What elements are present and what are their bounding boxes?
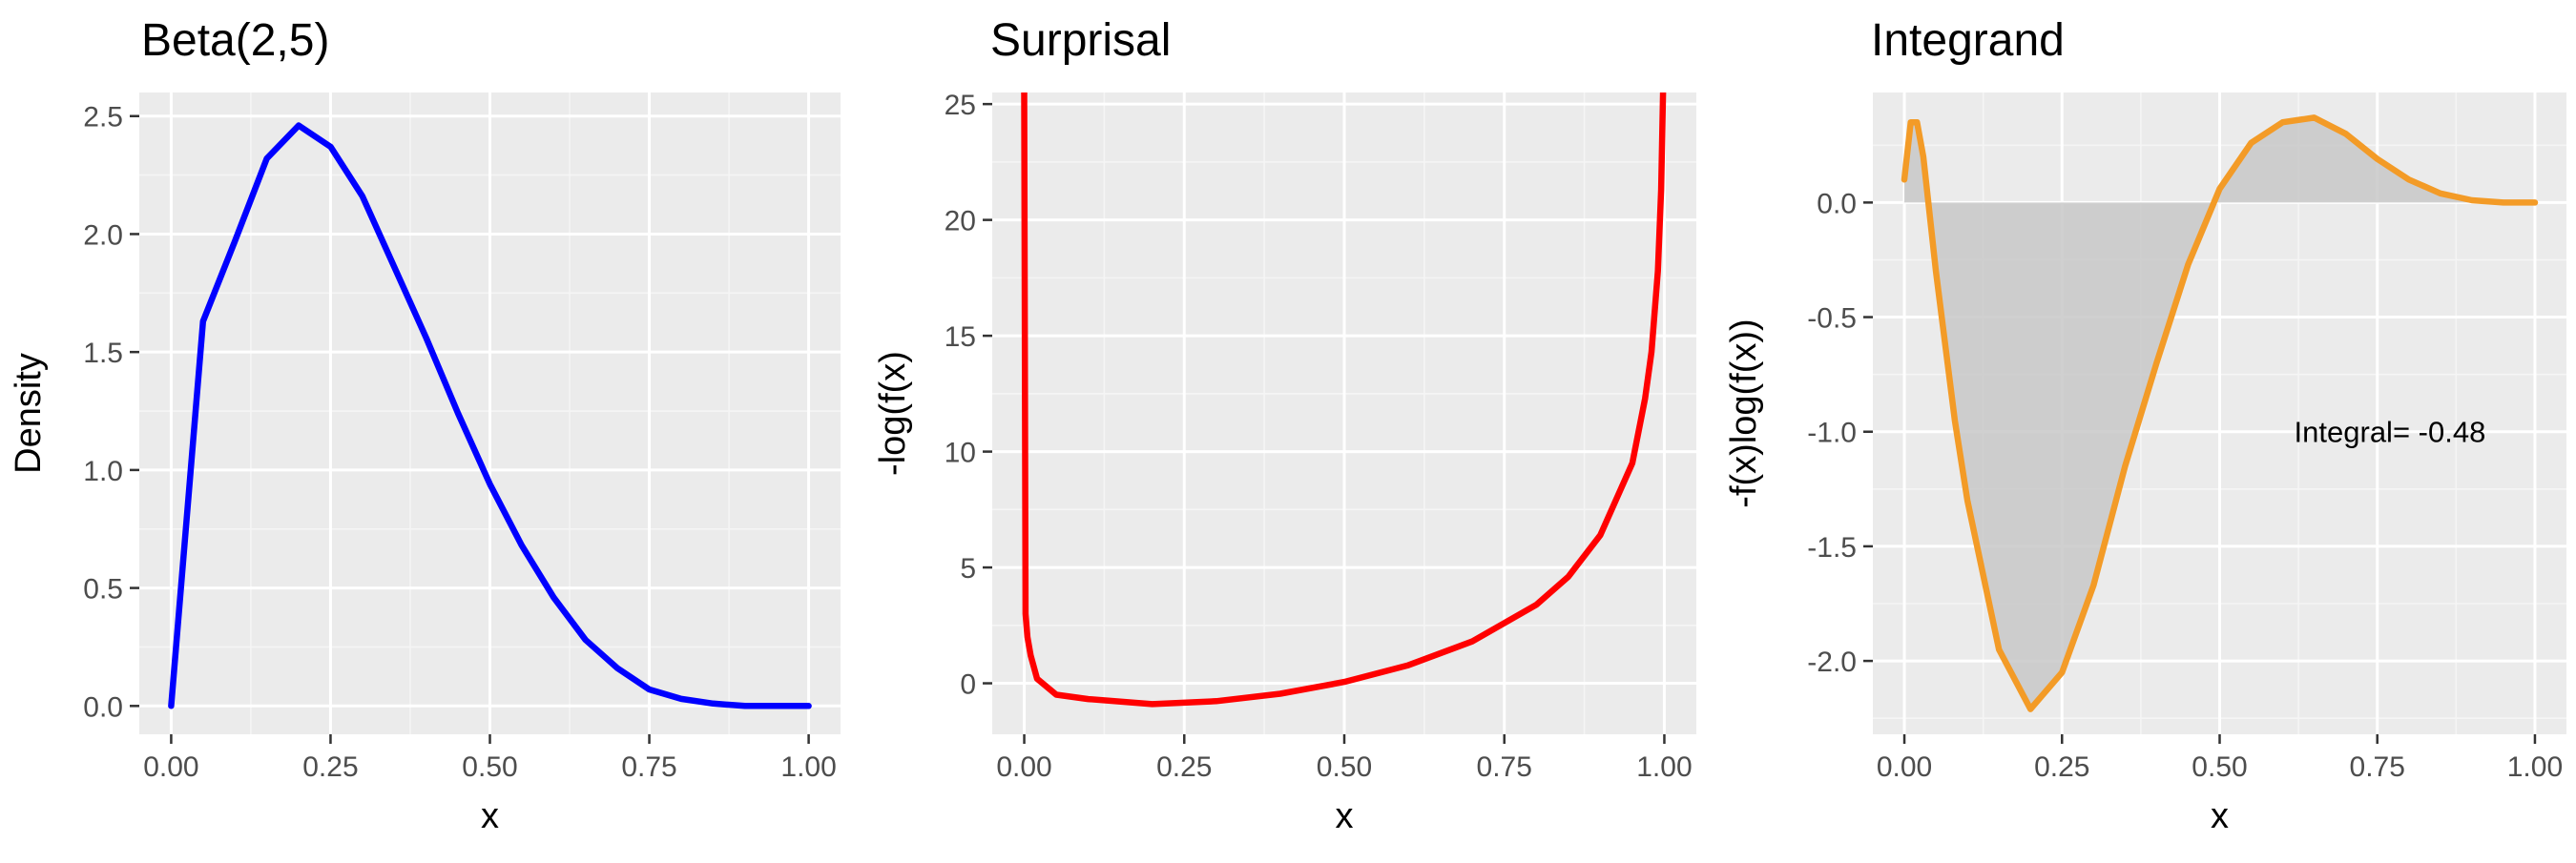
x-tick-label: 0.00 [1877, 751, 1932, 783]
x-axis-label: x [2211, 796, 2229, 836]
series-line [1021, 92, 1667, 708]
panel-3: 0.00 0.25 0.50 0.75 1.00 -2.0 -1.5 -1.0 -0.5 0.0 I… [1724, 15, 2566, 836]
x-tick-label: 0.50 [2192, 751, 2247, 783]
y-tick-label: 0 [960, 669, 976, 701]
y-tick-label: 2.0 [83, 219, 123, 251]
panel-1: 0.00 0.25 0.50 0.75 1.00 0.0 0.5 1.0 1.5 2.0 2.5 Be… [9, 15, 841, 836]
y-tick-label: 10 [945, 438, 976, 469]
chart-title: Surprisal [990, 15, 1171, 66]
series-line [1901, 114, 2539, 712]
y-tick-label: -1.5 [1807, 532, 1857, 564]
x-tick-label: 0.25 [302, 751, 358, 783]
y-tick-label: -2.0 [1807, 647, 1857, 678]
y-tick-label: 2.5 [83, 102, 123, 134]
x-tick-label: 0.75 [2350, 751, 2405, 783]
x-tick-label: 1.00 [2507, 751, 2563, 783]
x-tick-label: 0.25 [1156, 751, 1212, 783]
integral-annotation: Integral= -0.48 [2295, 416, 2486, 449]
x-tick-label: 0.00 [143, 751, 198, 783]
x-tick-label: 0.00 [996, 751, 1051, 783]
y-axis-label: -log(f(x) [873, 351, 913, 476]
chart-title: Integrand [1871, 15, 2065, 66]
x-tick-label: 1.00 [780, 751, 836, 783]
series-area-fill [1904, 117, 2535, 709]
series-line [168, 122, 812, 709]
y-tick-label: 20 [945, 206, 976, 237]
y-tick-label: -1.0 [1807, 418, 1857, 449]
x-tick-label: 0.75 [1477, 751, 1532, 783]
y-tick-label: 5 [960, 553, 976, 585]
x-tick-label: 0.25 [2034, 751, 2089, 783]
y-tick-label: 0.0 [83, 691, 123, 723]
y-tick-label: 0.5 [83, 574, 123, 606]
y-tick-label: 1.5 [83, 338, 123, 369]
x-axis-label: x [481, 796, 499, 836]
chart-title: Beta(2,5) [141, 15, 329, 66]
y-tick-label: 1.0 [83, 456, 123, 487]
y-tick-label: -0.5 [1807, 303, 1857, 335]
x-tick-label: 0.50 [462, 751, 517, 783]
y-tick-label: 0.0 [1817, 188, 1857, 219]
x-tick-label: 1.00 [1636, 751, 1692, 783]
y-axis-label: -f(x)log(f(x)) [1724, 318, 1764, 507]
y-tick-label: 15 [945, 321, 976, 353]
y-axis-label: Density [9, 353, 49, 474]
y-tick-label: 25 [945, 90, 976, 121]
x-tick-label: 0.75 [621, 751, 676, 783]
panel-2: 0.00 0.25 0.50 0.75 1.00 0 5 10 15 20 25 Surprisal x… [873, 15, 1696, 836]
x-tick-label: 0.50 [1317, 751, 1372, 783]
x-axis-label: x [1336, 796, 1354, 836]
